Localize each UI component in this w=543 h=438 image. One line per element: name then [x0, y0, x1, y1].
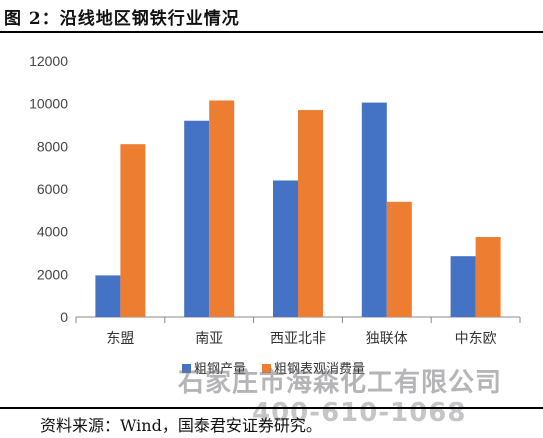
x-tick-label: 中东欧 — [455, 331, 497, 347]
y-tick-label: 0 — [60, 309, 68, 325]
y-tick-label: 12000 — [29, 53, 68, 69]
legend-label: 粗钢表观消费量 — [274, 362, 365, 377]
legend-swatch — [182, 364, 191, 373]
x-tick-label: 西亚北非 — [270, 331, 326, 347]
bar-consumption — [386, 201, 412, 317]
bottom-rule — [0, 407, 543, 409]
x-tick-label: 独联体 — [366, 331, 408, 347]
bar-consumption — [298, 110, 323, 317]
x-tick-label: 南亚 — [195, 331, 223, 347]
figure-title: 图 2：沿线地区钢铁行业情况 — [4, 9, 240, 29]
legend-label: 粗钢产量 — [194, 362, 246, 377]
source-note: 资料来源：Wind，国泰君安证券研究。 — [40, 416, 322, 435]
bar-consumption — [209, 100, 235, 317]
x-tick-label: 东盟 — [106, 331, 134, 347]
y-tick-label: 6000 — [37, 181, 68, 197]
y-tick-label: 4000 — [37, 224, 68, 240]
legend-swatch — [262, 364, 271, 373]
bar-production — [450, 256, 476, 317]
bar-production — [273, 180, 298, 317]
y-tick-label: 8000 — [37, 138, 68, 154]
y-tick-label: 10000 — [29, 96, 68, 112]
y-tick-label: 2000 — [37, 266, 68, 282]
bar-production — [95, 275, 121, 317]
bar-consumption — [120, 144, 146, 317]
bar-production — [361, 102, 387, 317]
top-rule — [0, 31, 543, 33]
bar-production — [184, 120, 210, 317]
watermark-company: 石家庄市海森化工有限公司 — [178, 368, 503, 398]
watermark-phone: 400-610-1068 — [252, 398, 467, 428]
bar-consumption — [475, 237, 501, 317]
